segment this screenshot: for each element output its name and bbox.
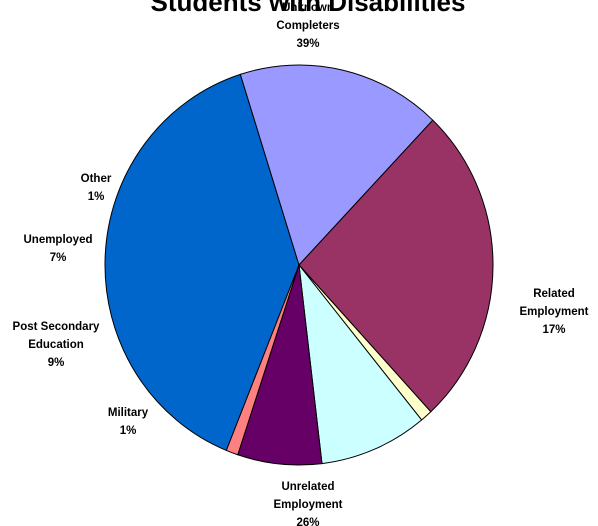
- slice-label-0-line-1: Completers: [276, 20, 339, 32]
- pie-slice-1: [239, 64, 434, 266]
- slice-label-4-line-2: 9%: [48, 357, 65, 369]
- pie-slice-6: [225, 264, 300, 456]
- slice-label-3: Military 1%: [108, 407, 149, 437]
- slice-label-3-line-1: 1%: [120, 425, 137, 437]
- slice-label-0-line-2: 39%: [296, 38, 319, 50]
- slice-label-4-line-0: Post Secondary: [13, 321, 101, 333]
- slice-label-5-line-0: Unemployed: [23, 234, 92, 246]
- slice-label-5: Unemployed 7%: [23, 234, 92, 264]
- slice-label-1: Related Employment 17%: [519, 288, 588, 336]
- slice-label-1-line-0: Related: [533, 288, 575, 300]
- slice-label-2-line-0: Unrelated: [281, 481, 334, 493]
- slice-label-0: Unknown Completers 39%: [276, 2, 339, 50]
- slice-label-2: Unrelated Employment 26%: [273, 481, 342, 526]
- chart-title: Students with Disabilities: [151, 0, 466, 17]
- slice-label-1-line-1: Employment: [519, 306, 588, 318]
- pie-slice-4: [298, 263, 423, 465]
- slice-label-1-line-2: 17%: [542, 324, 565, 336]
- slice-label-6: Other 1%: [81, 173, 112, 203]
- slice-label-5-line-1: 7%: [50, 252, 67, 264]
- pie-slice-2: [298, 119, 494, 413]
- slice-label-3-line-0: Military: [108, 407, 149, 419]
- slice-label-6-line-0: Other: [81, 173, 112, 185]
- slice-label-4: Post Secondary Education 9%: [13, 321, 101, 369]
- slice-label-4-line-1: Education: [28, 339, 84, 351]
- slice-label-2-line-1: Employment: [273, 499, 342, 511]
- slice-label-2-line-2: 26%: [296, 517, 319, 526]
- slice-label-6-line-1: 1%: [88, 191, 105, 203]
- slice-label-0-line-0: Unknown: [282, 2, 334, 14]
- pie-slice-0: [104, 73, 300, 452]
